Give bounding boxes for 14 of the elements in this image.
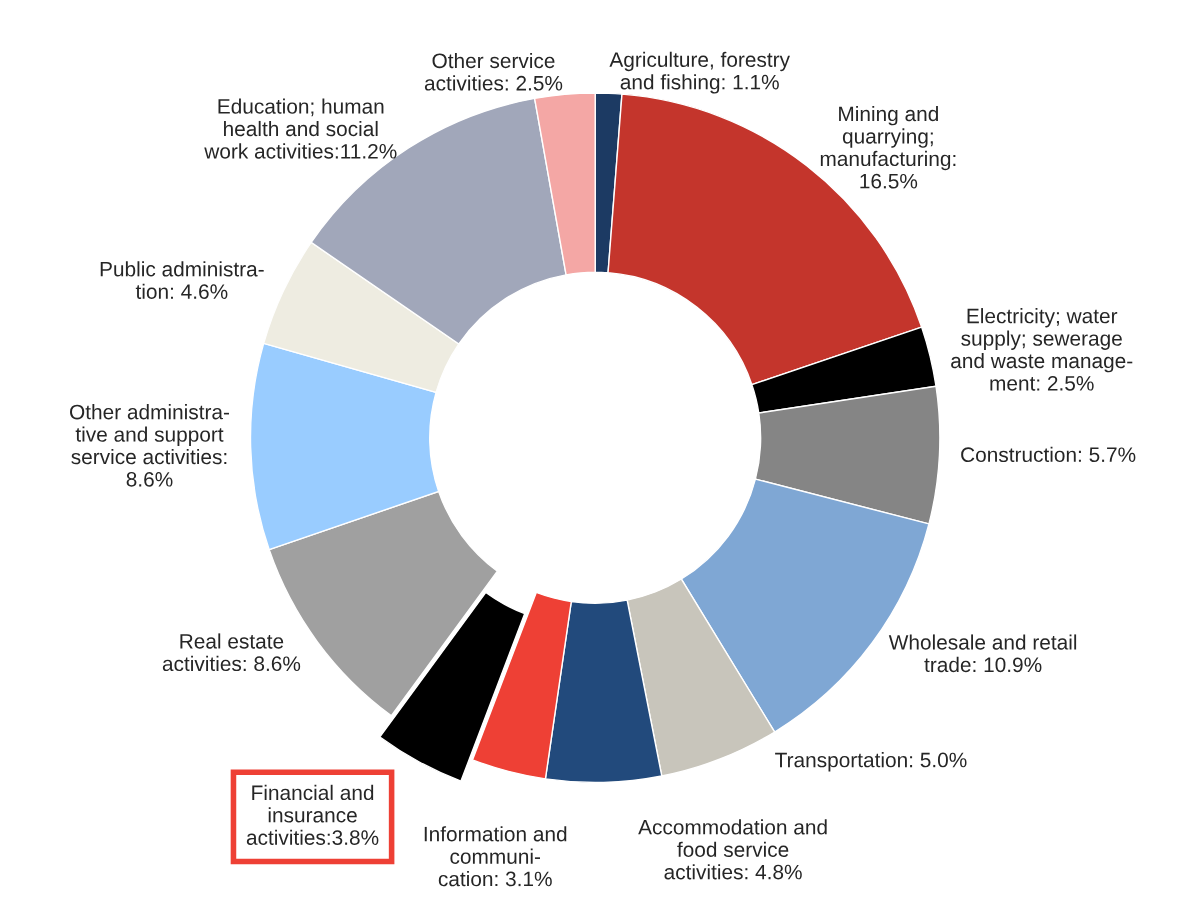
slice-label: Real estate activities: 8.6% <box>162 633 301 672</box>
slice-label: Mining and quarrying; manufacturing: 16.5% <box>820 105 956 189</box>
slice-label: Other service activities: 2.5% <box>424 52 563 91</box>
slice-label: Education; human health and social work activities:11.2% <box>204 98 397 159</box>
slice-label: Agriculture, forestry and fishing: 1.1% <box>609 51 790 94</box>
slice-label: Electricity; water supply; sewerage and waste manage- ment: 2.5% <box>951 308 1133 391</box>
slice-label: Transportation: 5.0% <box>775 752 967 772</box>
slice-label: Public administra- tion: 4.6% <box>100 261 264 299</box>
slice-label: Accommodation and food service activities: 4.8% <box>638 819 827 880</box>
slice-label: Other administra- tive and support service activities: 8.6% <box>70 404 230 487</box>
slice-label: Information and communi- cation: 3.1% <box>424 826 567 887</box>
slice-label: Construction: 5.7% <box>961 446 1136 463</box>
slice-label: Financial and insurance activities:3.8% <box>246 784 379 845</box>
slice-label: Wholesale and retail trade: 10.9% <box>888 634 1077 673</box>
